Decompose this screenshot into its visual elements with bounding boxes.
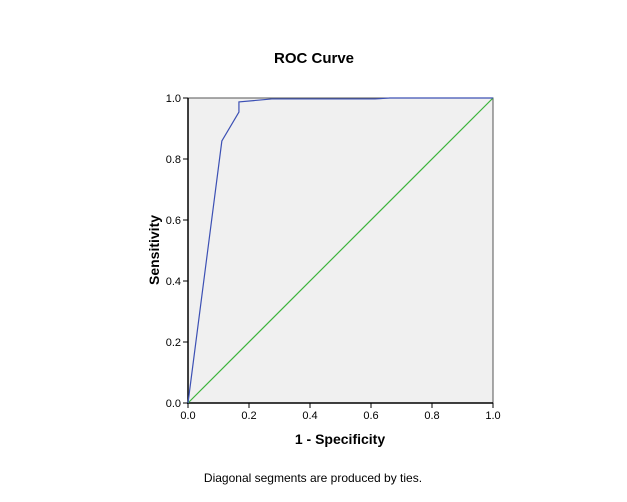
y-tick-label: 0.4 bbox=[166, 276, 181, 288]
series-line-reference bbox=[187, 97, 494, 404]
y-tick-label: 0.8 bbox=[166, 154, 181, 166]
x-tick-label: 0.8 bbox=[424, 410, 439, 422]
chart-title: ROC Curve bbox=[274, 50, 354, 67]
y-tick-label: 0.0 bbox=[166, 398, 181, 410]
footnote: Diagonal segments are produced by ties. bbox=[204, 471, 422, 485]
y-tick-label: 1.0 bbox=[166, 93, 181, 105]
x-tick-label: 0.6 bbox=[363, 410, 378, 422]
y-tick-label: 0.2 bbox=[166, 337, 181, 349]
x-tick-label: 1.0 bbox=[485, 410, 500, 422]
y-axis-label: Sensitivity bbox=[146, 215, 162, 285]
x-axis-label: 1 - Specificity bbox=[295, 431, 385, 447]
y-tick-label: 0.6 bbox=[166, 215, 181, 227]
x-tick-label: 0.2 bbox=[241, 410, 256, 422]
series-line-roc bbox=[187, 97, 493, 404]
x-tick-label: 0.4 bbox=[302, 410, 317, 422]
x-tick-label: 0.0 bbox=[180, 410, 195, 422]
